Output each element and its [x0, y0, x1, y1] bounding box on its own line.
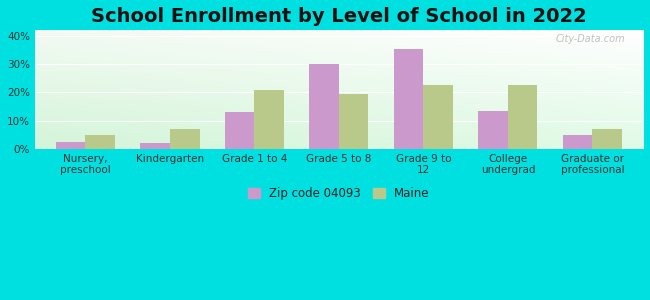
- Bar: [254, 90, 284, 149]
- Bar: [140, 143, 170, 149]
- Bar: [508, 85, 538, 149]
- Text: City-Data.com: City-Data.com: [555, 34, 625, 44]
- Legend: Zip code 04093, Maine: Zip code 04093, Maine: [244, 182, 434, 205]
- Bar: [86, 135, 115, 149]
- Bar: [394, 49, 423, 149]
- Bar: [339, 94, 369, 149]
- Bar: [423, 85, 453, 149]
- Title: School Enrollment by Level of School in 2022: School Enrollment by Level of School in …: [91, 7, 587, 26]
- Bar: [478, 111, 508, 149]
- Bar: [225, 112, 254, 149]
- Bar: [56, 142, 86, 149]
- Bar: [563, 135, 592, 149]
- Bar: [592, 129, 622, 149]
- Bar: [170, 129, 200, 149]
- Bar: [309, 64, 339, 149]
